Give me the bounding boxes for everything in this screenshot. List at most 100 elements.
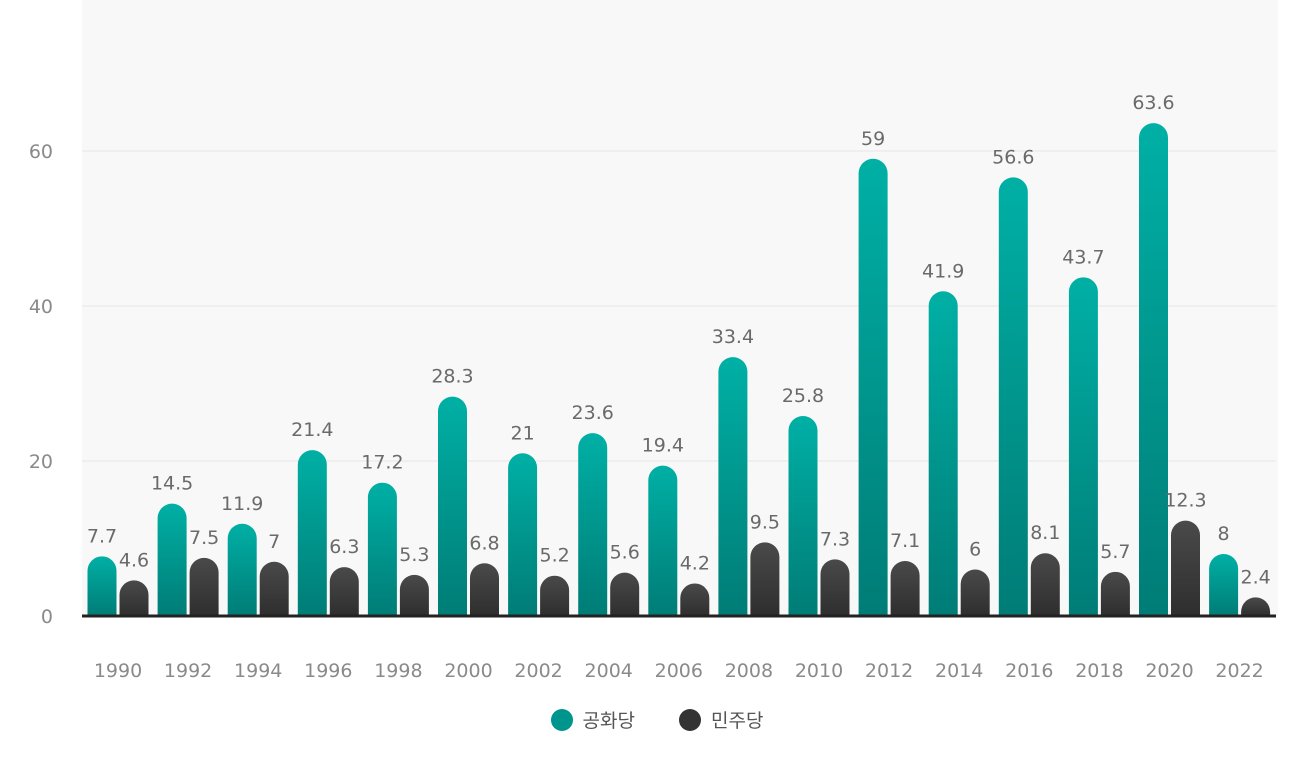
bar-democrat-2022[interactable] (1241, 597, 1271, 616)
value-label-republican-2016: 56.6 (992, 146, 1034, 168)
y-axis-ticks: 0 20 40 60 (29, 141, 53, 628)
bar-democrat-1990[interactable] (119, 580, 149, 616)
value-label-democrat-2002: 5.2 (539, 545, 569, 567)
x-tick-label-2014: 2014 (935, 660, 983, 682)
value-label-democrat-1990: 4.6 (119, 549, 149, 571)
value-label-democrat-2006: 4.2 (680, 552, 710, 574)
bar-republican-2002[interactable] (508, 453, 538, 616)
bar-democrat-2000[interactable] (470, 563, 499, 616)
x-tick-label-2010: 2010 (795, 660, 843, 682)
y-tick-label: 60 (29, 141, 53, 163)
x-tick-label-2022: 2022 (1215, 660, 1263, 682)
bar-republican-1990[interactable] (87, 556, 117, 616)
bar-republican-2018[interactable] (1068, 277, 1098, 616)
value-label-democrat-1994: 7 (268, 531, 280, 553)
bar-democrat-2012[interactable] (890, 560, 920, 616)
value-label-republican-1996: 21.4 (291, 419, 333, 441)
value-label-democrat-2010: 7.3 (820, 528, 850, 550)
value-label-democrat-1996: 6.3 (329, 536, 359, 558)
value-labels: 7.74.6 14.5 7.511.97 21.4 6.3 17.2 5.3 28.3 6.8 2… (87, 92, 1271, 588)
bar-democrat-2010[interactable] (820, 559, 850, 616)
bar-republican-2006[interactable] (648, 465, 678, 616)
x-tick-label-1996: 1996 (304, 660, 352, 682)
bar-democrat-2016[interactable] (1030, 553, 1060, 616)
value-label-republican-1994: 11.9 (221, 493, 263, 515)
y-tick-label: 0 (41, 606, 53, 628)
value-label-democrat-1998: 5.3 (399, 544, 429, 566)
bar-republican-2004[interactable] (578, 433, 608, 616)
bars (87, 123, 1271, 617)
x-tick-label-1990: 1990 (94, 660, 142, 682)
bar-democrat-1992[interactable] (189, 557, 219, 616)
value-label-republican-1990: 7.7 (87, 525, 117, 547)
bar-democrat-2004[interactable] (610, 572, 640, 616)
bar-republican-2012[interactable] (858, 158, 888, 616)
value-label-democrat-2008: 9.5 (750, 511, 780, 533)
x-tick-label-1998: 1998 (374, 660, 422, 682)
legend-swatch-republican (550, 708, 573, 731)
value-label-democrat-2018: 5.7 (1100, 541, 1130, 563)
legend-label-republican: 공화당 (582, 710, 635, 732)
value-label-republican-2006: 19.4 (642, 435, 684, 457)
value-label-democrat-2014: 6 (969, 539, 981, 561)
bar-republican-2022[interactable] (1209, 554, 1239, 616)
x-tick-label-2002: 2002 (514, 660, 562, 682)
bar-republican-1996[interactable] (297, 450, 327, 616)
bar-democrat-2008[interactable] (750, 542, 780, 616)
legend-label-democrat: 민주당 (711, 710, 764, 732)
bar-democrat-1994[interactable] (259, 561, 289, 616)
legend-item-democrat[interactable]: 민주당 (679, 706, 763, 733)
bar-democrat-2014[interactable] (960, 569, 990, 617)
x-tick-label-2020: 2020 (1145, 660, 1193, 682)
bar-democrat-2006[interactable] (680, 583, 710, 616)
bar-republican-1992[interactable] (157, 503, 187, 616)
value-label-democrat-2020: 12.3 (1164, 490, 1206, 512)
value-label-republican-2004: 23.6 (572, 402, 614, 424)
bar-republican-2008[interactable] (718, 357, 748, 616)
bar-democrat-2002[interactable] (540, 575, 570, 616)
y-tick-label: 20 (29, 451, 53, 473)
value-label-republican-2020: 63.6 (1132, 92, 1174, 114)
value-label-republican-2014: 41.9 (922, 260, 964, 282)
value-label-republican-2002: 21 (511, 422, 535, 444)
value-label-republican-1992: 14.5 (151, 473, 193, 495)
bar-republican-2016[interactable] (998, 177, 1028, 616)
value-label-democrat-2016: 8.1 (1030, 522, 1060, 544)
bar-republican-2000[interactable] (438, 396, 467, 616)
x-tick-label-2018: 2018 (1075, 660, 1123, 682)
value-label-republican-2022: 8 (1218, 523, 1230, 545)
bar-republican-2020[interactable] (1139, 123, 1168, 616)
bar-democrat-2020[interactable] (1171, 520, 1200, 616)
x-tick-label-2006: 2006 (655, 660, 703, 682)
legend: 공화당 민주당 (0, 706, 1314, 733)
x-tick-label-2016: 2016 (1005, 660, 1053, 682)
value-label-republican-2008: 33.4 (712, 326, 754, 348)
x-tick-label-2008: 2008 (725, 660, 773, 682)
x-tick-label-2000: 2000 (444, 660, 492, 682)
legend-swatch-democrat (679, 708, 701, 731)
legend-item-republican[interactable]: 공화당 (550, 706, 635, 733)
bar-democrat-1998[interactable] (399, 574, 429, 616)
value-label-democrat-2004: 5.6 (610, 542, 640, 564)
bar-republican-1998[interactable] (367, 482, 397, 616)
plot-background (82, 0, 1278, 616)
bar-republican-2014[interactable] (928, 291, 958, 616)
bar-republican-1994[interactable] (227, 523, 257, 616)
value-label-republican-2018: 43.7 (1062, 246, 1104, 268)
bar-democrat-1996[interactable] (329, 567, 359, 616)
value-label-republican-2012: 59 (861, 128, 885, 150)
bar-democrat-2018[interactable] (1100, 571, 1130, 616)
x-tick-label-1994: 1994 (234, 660, 282, 682)
x-tick-label-2012: 2012 (865, 660, 913, 682)
value-label-republican-2000: 28.3 (431, 366, 473, 388)
x-tick-label-1992: 1992 (164, 660, 212, 682)
x-axis-ticks: 1990 1992 1994 1996 1998 2000 2002 2004 2006 2008… (94, 660, 1264, 682)
value-label-republican-2010: 25.8 (782, 385, 824, 407)
y-tick-label: 40 (29, 296, 53, 318)
value-label-democrat-2000: 6.8 (469, 532, 499, 554)
bar-republican-2010[interactable] (788, 416, 818, 616)
value-label-democrat-2022: 2.4 (1240, 566, 1270, 588)
value-label-democrat-2012: 7.1 (890, 530, 920, 552)
